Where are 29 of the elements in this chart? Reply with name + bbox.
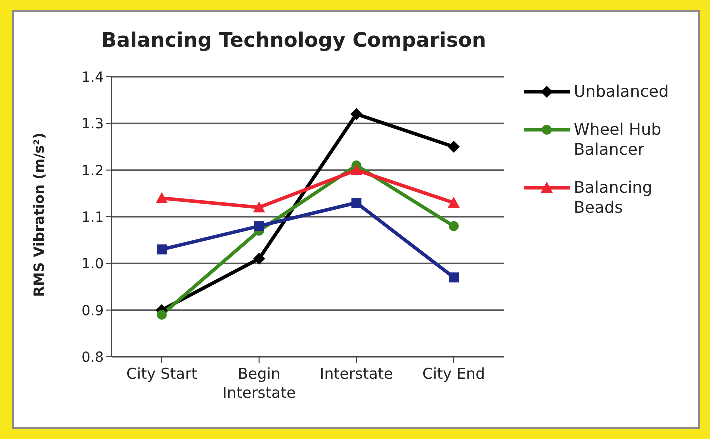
point — [254, 221, 264, 232]
point — [253, 253, 266, 265]
x-tick-label: Begin Interstate — [222, 365, 296, 402]
legend-label: Wheel Hub Balancer — [574, 120, 663, 160]
point — [449, 272, 459, 283]
point — [156, 192, 168, 204]
y-tick-label: 0.8 — [82, 350, 104, 366]
y-tick-label: 1.1 — [82, 210, 104, 226]
legend-label: Unbalanced — [574, 82, 669, 102]
point — [448, 197, 460, 208]
y-tick-label: 0.9 — [82, 303, 104, 320]
point — [448, 141, 460, 153]
point — [253, 202, 266, 213]
chart-title: Balancing Technology Comparison — [100, 28, 488, 52]
x-tick-label: Interstate — [320, 365, 394, 383]
y-tick-label: 1.0 — [82, 256, 104, 273]
point — [352, 198, 362, 208]
x-tick-label: City Start — [126, 365, 198, 383]
y-tick-label: 1.3 — [82, 116, 104, 133]
point — [157, 244, 167, 255]
y-axis-title: RMS Vibration (m/s²) — [32, 132, 48, 298]
point — [350, 108, 363, 120]
y-tick-label: 1.2 — [82, 163, 104, 180]
y-tick-label: 1.4 — [82, 70, 104, 86]
x-tick-label: City End — [422, 365, 486, 383]
legend-label: Balancing Beads — [574, 178, 654, 218]
point — [350, 164, 363, 176]
point — [157, 310, 167, 320]
point — [449, 221, 459, 232]
